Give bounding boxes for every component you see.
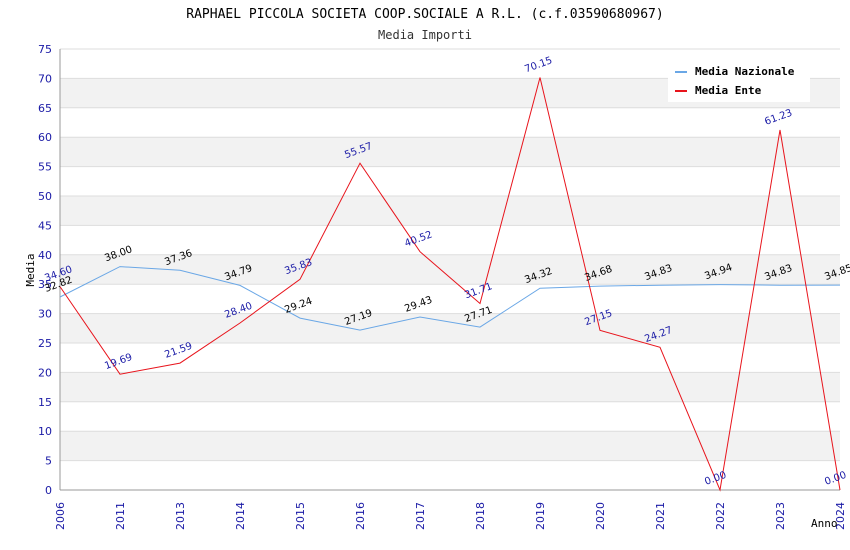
x-tick-label: 2024	[834, 502, 847, 530]
chart-title: RAPHAEL PICCOLA SOCIETA COOP.SOCIALE A R…	[186, 7, 663, 22]
x-tick-label: 2006	[54, 502, 67, 530]
y-tick-label: 75	[38, 43, 52, 56]
y-tick-label: 40	[38, 249, 52, 262]
legend-label-ente: Media Ente	[695, 84, 762, 97]
legend: Media Nazionale Media Ente	[668, 60, 810, 102]
plot-band	[60, 137, 840, 167]
x-tick-label: 2019	[534, 502, 547, 530]
x-tick-label: 2014	[234, 502, 247, 530]
series-line-nazionale	[59, 266, 841, 331]
x-tick-label: 2016	[354, 502, 367, 530]
y-tick-label: 30	[38, 308, 52, 321]
series-lines	[59, 77, 841, 492]
legend-label-nazionale: Media Nazionale	[695, 65, 795, 78]
x-tick-label: 2020	[594, 502, 607, 530]
y-tick-label: 65	[38, 102, 52, 115]
y-tick-label: 10	[38, 425, 52, 438]
plot-band	[60, 431, 840, 461]
y-tick-label: 60	[38, 131, 52, 144]
y-tick-label: 0	[45, 484, 52, 497]
legend-box	[668, 60, 810, 102]
x-tick-label: 2015	[294, 502, 307, 530]
plot-band	[60, 225, 840, 255]
plot-band	[60, 284, 840, 314]
x-tick-label: 2022	[714, 502, 727, 530]
y-tick-label: 20	[38, 366, 52, 379]
plot-band	[60, 372, 840, 402]
y-tick-label: 35	[38, 278, 52, 291]
x-axis-ticks: 2006 2011 2013 2014 2015 2016 2017 2018 2019 2020…	[54, 502, 847, 530]
y-tick-label: 70	[38, 72, 52, 85]
plot-band	[60, 107, 840, 138]
x-tick-label: 2011	[114, 502, 127, 530]
y-tick-label: 45	[38, 219, 52, 232]
y-tick-label: 55	[38, 161, 52, 174]
plot-band	[60, 254, 840, 285]
x-tick-label: 2018	[474, 502, 487, 530]
plot-background	[60, 49, 840, 490]
plot-band	[60, 196, 840, 226]
x-tick-label: 2013	[174, 502, 187, 530]
x-tick-label: 2021	[654, 502, 667, 530]
y-tick-label: 25	[38, 337, 52, 350]
x-tick-label: 2023	[774, 502, 787, 530]
chart-subtitle: Media Importi	[378, 28, 472, 42]
plot-band	[60, 343, 840, 373]
y-tick-label: 15	[38, 396, 52, 409]
x-axis-label: Anno	[811, 517, 838, 530]
x-tick-label: 2017	[414, 502, 427, 530]
plot-band	[60, 401, 840, 432]
y-axis-ticks: 0 5 10 15 20 25 30 35 40 45 50 55 60 65 70 75	[38, 43, 52, 497]
plot-band	[60, 166, 840, 196]
series-line-ente	[59, 77, 841, 492]
y-axis-label: Media	[24, 253, 37, 286]
y-tick-label: 5	[45, 455, 52, 468]
y-tick-label: 50	[38, 190, 52, 203]
plot-band	[60, 313, 840, 343]
